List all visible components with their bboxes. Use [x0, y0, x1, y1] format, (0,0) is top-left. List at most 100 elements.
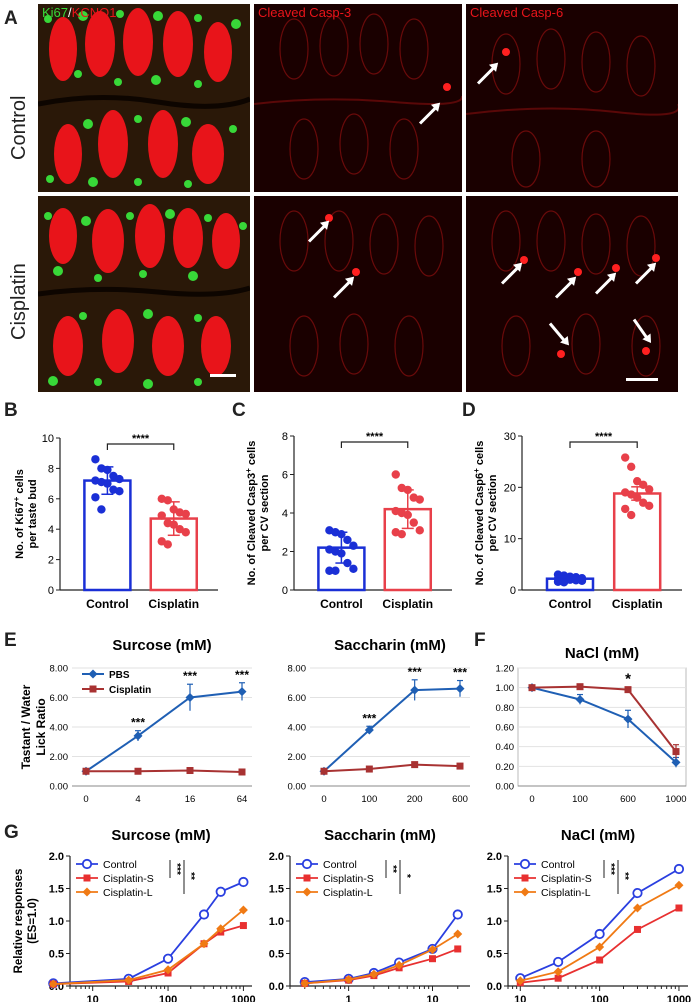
data-point — [403, 485, 412, 495]
significance-inner: ** — [387, 865, 398, 873]
panel-letter-b: B — [4, 400, 18, 421]
legend-marker — [88, 669, 98, 679]
data-point — [320, 767, 328, 775]
data-point — [515, 976, 525, 986]
legend-label: Control — [541, 859, 575, 871]
y-tick-label: 1.0 — [269, 916, 284, 928]
micrograph-cisplatin-ki67-kcnq1 — [38, 196, 250, 392]
data-point — [571, 576, 581, 585]
panel-letter-d: D — [462, 400, 476, 421]
chart-g-nacl: 0.0 0.5 1.0 1.5 2.0 10 100 1000 NaCl (mM) Control… — [487, 827, 691, 1002]
y-tick-label: 1.0 — [49, 916, 64, 928]
x-tick-label: 0 — [83, 794, 88, 805]
y-tick-label: 0.0 — [487, 981, 502, 993]
data-point — [391, 470, 400, 479]
y-tick-label: 10 — [42, 433, 54, 445]
data-point — [103, 479, 112, 488]
data-point — [577, 576, 587, 585]
y-tick-label: 0 — [282, 585, 288, 597]
chart-title: Saccharin (mM) — [334, 637, 446, 654]
significance-bracket — [340, 441, 409, 448]
legend-label: Cisplatin-L — [323, 887, 373, 899]
micrograph-art — [254, 4, 462, 192]
data-point — [428, 955, 436, 963]
chart-e-saccharin: 0.00 2.00 4.00 6.00 8.00 0 100 200 600 Saccharin … — [288, 637, 470, 805]
data-point — [672, 748, 680, 756]
data-point — [409, 518, 418, 527]
chart-title: NaCl (mM) — [561, 827, 635, 844]
scale-bar — [626, 378, 658, 381]
y-tick-label: 0.00 — [288, 782, 307, 793]
data-point — [300, 978, 310, 988]
data-point — [455, 684, 465, 694]
data-point — [238, 876, 249, 888]
x-tick-label: 1000 — [667, 994, 691, 1002]
y-tick-label: 2.00 — [50, 752, 69, 763]
y-axis-label-line2: per CV section — [487, 474, 499, 551]
data-point — [216, 924, 226, 934]
y-tick-label: 1.5 — [269, 884, 284, 896]
data-point — [239, 922, 247, 930]
data-point — [97, 505, 106, 514]
data-point — [169, 520, 178, 529]
legend-marker — [89, 685, 97, 693]
data-point — [674, 880, 684, 890]
series-line-pbs — [531, 686, 677, 764]
data-point — [633, 493, 642, 502]
y-tick-label: 0.40 — [496, 742, 515, 753]
micrograph-art — [38, 196, 250, 392]
micrograph-art — [254, 196, 462, 392]
y-tick-label: 6 — [282, 470, 288, 482]
row-label-control: Control — [8, 95, 30, 160]
y-axis-label-line2: (ES=1.0) — [27, 898, 39, 944]
data-point — [238, 905, 248, 915]
y-tick-label: 1.5 — [487, 884, 502, 896]
significance-outer: ** — [619, 872, 630, 880]
series-line-cisplatin-l — [53, 909, 244, 985]
x-tick-label: 10 — [426, 994, 438, 1002]
y-tick-label: 2 — [48, 555, 54, 567]
x-tick-label: 100 — [159, 994, 177, 1002]
data-point — [627, 510, 636, 520]
significance-inner: *** — [605, 863, 616, 875]
label-kcnq1: KCNQ1 — [71, 5, 117, 20]
x-tick-label: 100 — [590, 994, 608, 1002]
x-tick-label: 64 — [237, 794, 248, 805]
x-tick-label: 1000 — [231, 994, 255, 1002]
micrograph-cisplatin-casp3 — [254, 196, 462, 392]
data-point — [186, 767, 194, 775]
legend-label: Cisplatin-S — [541, 873, 592, 885]
significance-label: *** — [453, 666, 467, 680]
data-point — [198, 909, 210, 920]
significance-label: **** — [595, 431, 613, 443]
x-tick-label: Control — [320, 597, 363, 610]
y-axis-label-line1: No. of Cleaved Casp3 — [246, 473, 258, 585]
x-tick-label: 200 — [407, 794, 423, 805]
data-point — [624, 686, 632, 694]
significance-outer: * — [401, 874, 412, 878]
chart-title: Saccharin (mM) — [324, 827, 436, 844]
x-tick-label: 4 — [135, 794, 140, 805]
x-tick-label: Cisplatin — [148, 597, 199, 610]
legend-label: Cisplatin-L — [541, 887, 591, 899]
significance-label: * — [625, 671, 631, 688]
y-tick-label: 1.00 — [496, 683, 515, 694]
y-tick-label: 4 — [48, 524, 54, 536]
data-point — [82, 767, 90, 775]
y-axis-label-line2: per CV section — [259, 474, 271, 551]
significance-outer: ** — [185, 872, 196, 880]
data-point — [632, 903, 642, 913]
y-tick-label: 0 — [510, 585, 516, 597]
x-tick-label: Control — [86, 597, 129, 610]
data-point — [349, 541, 358, 550]
legend-label: PBS — [109, 670, 130, 681]
y-tick-label: 1.5 — [49, 884, 64, 896]
label-slash: / — [68, 5, 72, 20]
significance-label: **** — [366, 431, 384, 443]
data-point — [337, 529, 346, 539]
legend-label: Cisplatin — [109, 685, 151, 696]
data-point — [621, 504, 630, 514]
data-point — [645, 485, 654, 494]
data-point — [453, 929, 463, 939]
y-tick-label: 2.0 — [49, 851, 64, 863]
